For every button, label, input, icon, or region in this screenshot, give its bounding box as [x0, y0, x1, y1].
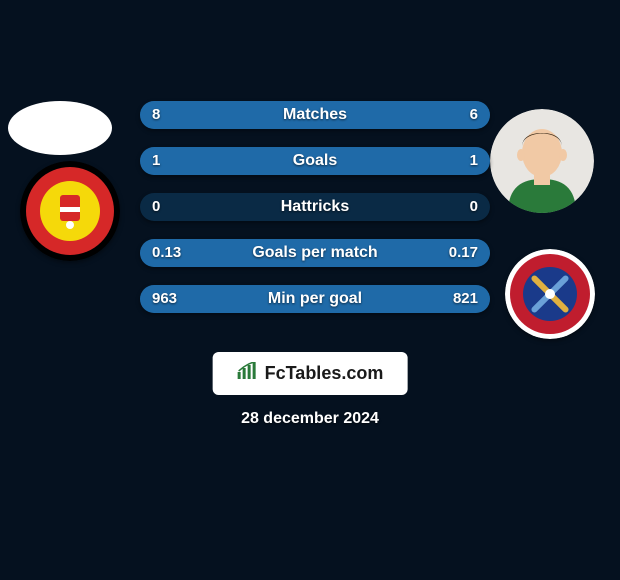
right-club-badge: [505, 249, 595, 339]
date-text: 28 december 2024: [0, 410, 620, 428]
stat-row: 00Hattricks: [140, 193, 490, 221]
stat-row: 963821Min per goal: [140, 285, 490, 313]
stat-bars: 86Matches 11Goals 00Hattricks 0.130.17Goals…: [140, 101, 490, 331]
stat-label: Matches: [140, 101, 490, 129]
chart-icon: [237, 362, 259, 385]
stat-row: 0.130.17Goals per match: [140, 239, 490, 267]
stat-label: Hattricks: [140, 193, 490, 221]
left-player-photo: [8, 101, 112, 155]
right-player-photo: [490, 109, 594, 213]
left-club-badge: [20, 161, 120, 261]
stat-row: 86Matches: [140, 101, 490, 129]
watermark-text: FcTables.com: [265, 363, 384, 384]
stat-label: Goals: [140, 147, 490, 175]
stat-label: Min per goal: [140, 285, 490, 313]
comparison-area: 86Matches 11Goals 00Hattricks 0.130.17Goals…: [0, 101, 620, 341]
stat-label: Goals per match: [140, 239, 490, 267]
watermark: FcTables.com: [213, 352, 408, 395]
stat-row: 11Goals: [140, 147, 490, 175]
